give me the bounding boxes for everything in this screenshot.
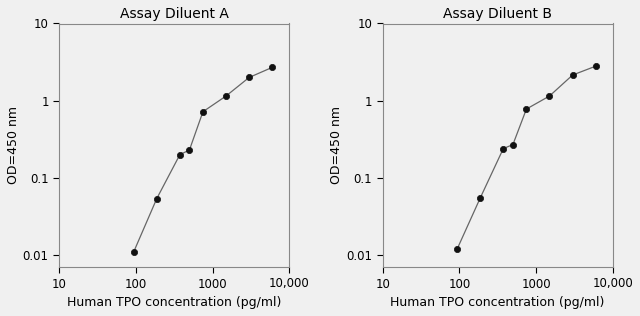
Y-axis label: OD=450 nm: OD=450 nm (330, 106, 344, 184)
Title: Assay Diluent B: Assay Diluent B (443, 7, 552, 21)
X-axis label: Human TPO concentration (pg/ml): Human TPO concentration (pg/ml) (390, 296, 605, 309)
Y-axis label: OD=450 nm: OD=450 nm (7, 106, 20, 184)
X-axis label: Human TPO concentration (pg/ml): Human TPO concentration (pg/ml) (67, 296, 282, 309)
Title: Assay Diluent A: Assay Diluent A (120, 7, 228, 21)
